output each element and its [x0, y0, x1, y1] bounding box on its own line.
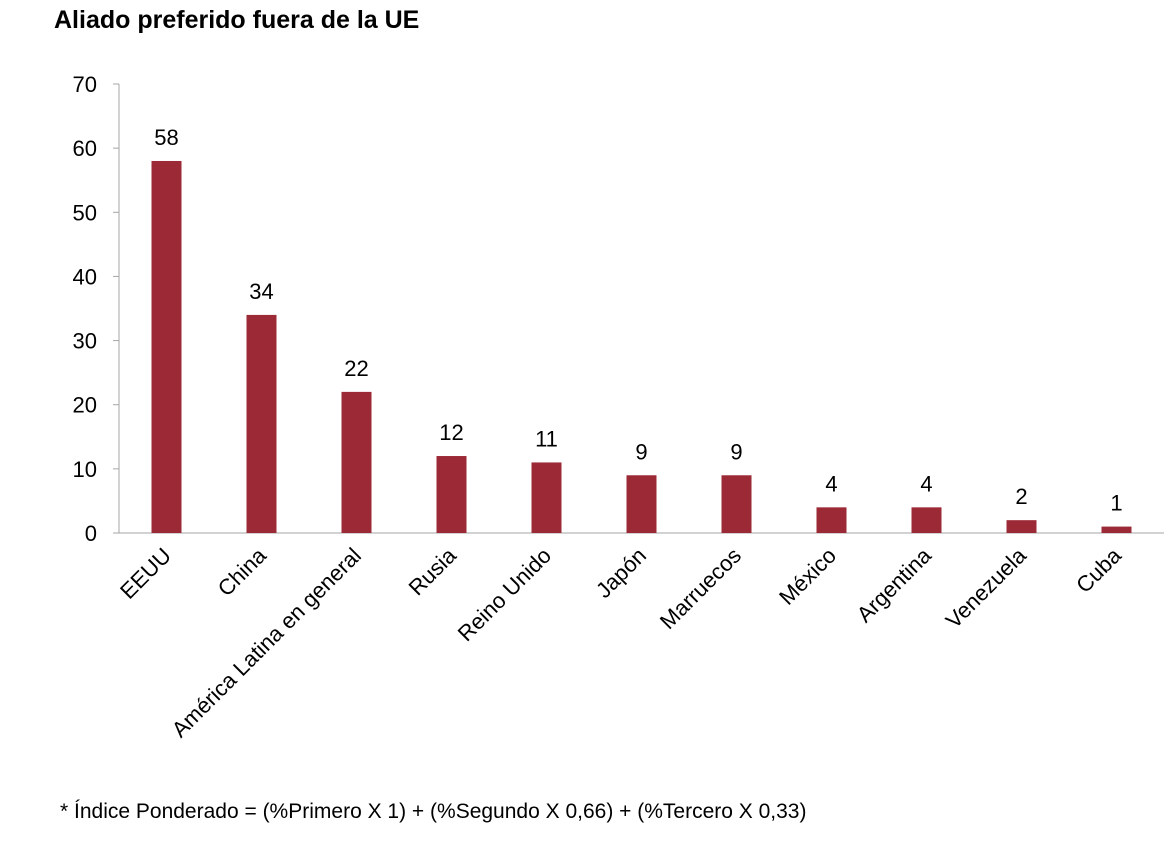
data-label: 2	[1015, 484, 1027, 509]
y-tick-label: 50	[73, 200, 97, 225]
bar	[626, 475, 657, 533]
data-label: 12	[439, 420, 463, 445]
bar	[531, 462, 562, 533]
bar	[911, 507, 942, 533]
category-label: China	[213, 542, 272, 601]
bar	[341, 391, 372, 533]
category-label: Cuba	[1071, 542, 1126, 597]
category-label: México	[774, 543, 841, 610]
data-label: 1	[1110, 491, 1122, 516]
bar	[151, 160, 182, 533]
footnote: * Índice Ponderado = (%Primero X 1) + (%…	[60, 800, 807, 823]
bar	[1006, 520, 1037, 533]
y-tick-label: 10	[73, 457, 97, 482]
category-label: Reino Unido	[453, 543, 556, 646]
bar	[246, 314, 277, 533]
category-label: EEUU	[115, 543, 176, 604]
y-tick-label: 40	[73, 264, 97, 289]
data-label: 9	[635, 439, 647, 464]
data-label: 58	[154, 125, 178, 150]
bar	[816, 507, 847, 533]
y-axis: 0 10 20 30 40 50 60 70	[73, 72, 120, 546]
y-tick-label: 70	[73, 72, 97, 97]
category-label: Venezuela	[941, 542, 1032, 633]
y-tick-label: 60	[73, 136, 97, 161]
y-tick-label: 20	[73, 393, 97, 418]
category-label: Argentina	[852, 542, 937, 627]
y-tick-label: 0	[85, 521, 97, 546]
data-label: 9	[730, 439, 742, 464]
category-label: Japón	[591, 543, 651, 603]
data-label: 11	[535, 426, 558, 451]
category-label: América Latina en general	[167, 543, 366, 742]
bar	[721, 475, 752, 533]
data-label: 34	[249, 279, 273, 304]
data-labels: 58 34 22 12 11 9 9 4 4 2 1	[154, 125, 1122, 516]
bar	[1101, 526, 1132, 533]
data-label: 22	[344, 356, 368, 381]
data-label: 4	[825, 471, 837, 496]
data-label: 4	[920, 471, 932, 496]
bar	[436, 456, 467, 533]
category-label: Marruecos	[655, 543, 746, 634]
y-tick-label: 30	[73, 329, 97, 354]
chart-title: Aliado preferido fuera de la UE	[54, 6, 420, 34]
bars	[151, 160, 1132, 533]
category-label: Rusia	[404, 542, 462, 600]
